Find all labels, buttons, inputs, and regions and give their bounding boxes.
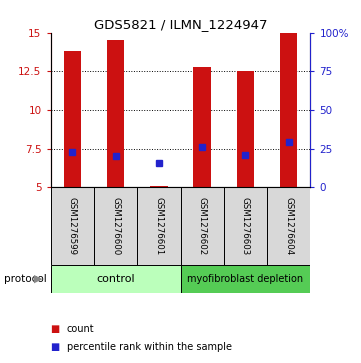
- Text: percentile rank within the sample: percentile rank within the sample: [67, 342, 232, 352]
- Text: GSM1276599: GSM1276599: [68, 197, 77, 255]
- Bar: [224, 187, 267, 265]
- Bar: [150, 186, 168, 187]
- Text: count: count: [67, 324, 95, 334]
- Bar: [180, 187, 224, 265]
- Bar: [180, 265, 310, 293]
- Bar: [267, 187, 310, 265]
- Bar: [193, 67, 211, 187]
- Text: GSM1276602: GSM1276602: [198, 197, 206, 255]
- Bar: [51, 187, 94, 265]
- Text: myofibroblast depletion: myofibroblast depletion: [187, 274, 304, 284]
- Bar: [107, 40, 124, 187]
- Text: control: control: [96, 274, 135, 284]
- Text: ■: ■: [51, 324, 60, 334]
- Title: GDS5821 / ILMN_1224947: GDS5821 / ILMN_1224947: [94, 19, 267, 32]
- Bar: [51, 265, 180, 293]
- Bar: [64, 51, 81, 187]
- Bar: [137, 187, 180, 265]
- Text: GSM1276604: GSM1276604: [284, 197, 293, 255]
- Text: GSM1276600: GSM1276600: [111, 197, 120, 255]
- Bar: [237, 72, 254, 187]
- Text: ■: ■: [51, 342, 60, 352]
- Text: GSM1276601: GSM1276601: [155, 197, 163, 255]
- Text: ▶: ▶: [34, 274, 42, 284]
- Text: GSM1276603: GSM1276603: [241, 197, 250, 255]
- Bar: [280, 33, 297, 187]
- Text: protocol: protocol: [4, 274, 46, 284]
- Bar: [94, 187, 137, 265]
